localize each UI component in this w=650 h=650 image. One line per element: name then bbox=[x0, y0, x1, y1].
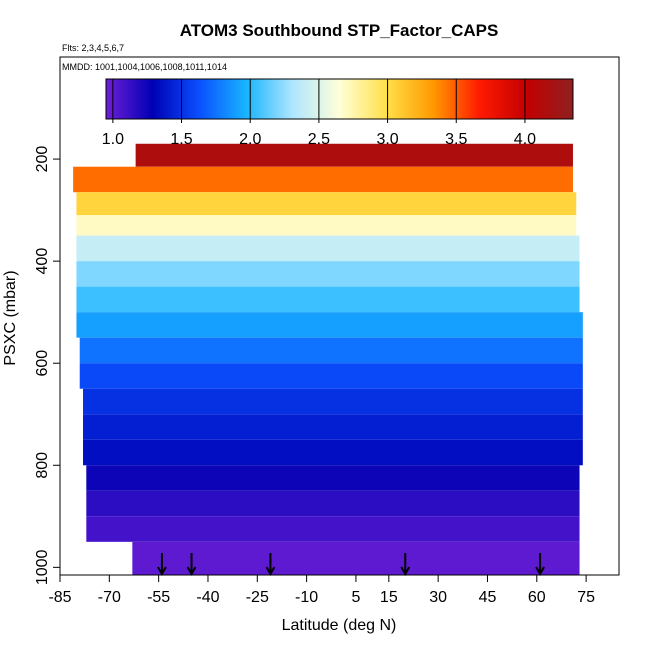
plot-frame bbox=[59, 56, 620, 576]
dates-label: MMDD: 1001,1004,1006,1008,1011,1014 bbox=[62, 62, 227, 72]
colorbar-tick-label: 2.5 bbox=[308, 131, 330, 148]
heatmap-layer bbox=[86, 490, 580, 517]
x-tick-label: 60 bbox=[528, 589, 546, 606]
x-axis-label: Latitude (deg N) bbox=[282, 617, 397, 634]
colorbar-tick-label: 1.0 bbox=[102, 131, 124, 148]
x-tick-label: -55 bbox=[147, 589, 170, 606]
profile-arrow bbox=[535, 553, 545, 577]
heatmap-layer bbox=[83, 388, 583, 415]
x-tick-label: 30 bbox=[429, 589, 447, 606]
flights-label: Flts: 2,3,4,5,6,7 bbox=[62, 43, 124, 53]
x-axis: -85 -70 -55 -40 -25 -10 5 15 30 45 60 75 bbox=[48, 575, 595, 606]
colorbar-tick-label: 3.5 bbox=[445, 131, 467, 148]
heatmap-layer bbox=[76, 286, 580, 313]
x-tick-label: -70 bbox=[98, 589, 121, 606]
profile-arrows bbox=[157, 553, 545, 577]
colorbar-tick-label: 4.0 bbox=[514, 131, 536, 148]
colorbar bbox=[105, 78, 574, 120]
chart-title: ATOM3 Southbound STP_Factor_CAPS bbox=[180, 21, 499, 40]
heatmap-layer bbox=[76, 215, 577, 236]
profile-arrow bbox=[265, 553, 276, 577]
profile-arrow bbox=[400, 553, 411, 577]
y-tick-label: 200 bbox=[34, 146, 51, 173]
heatmap-layer bbox=[73, 166, 573, 193]
y-axis-label: PSXC (mbar) bbox=[2, 270, 19, 365]
heatmap-layer bbox=[76, 312, 583, 338]
heatmap-layer bbox=[83, 414, 583, 440]
heatmap-layer bbox=[132, 541, 580, 575]
heatmap-layer bbox=[135, 143, 573, 167]
y-tick-label: 1000 bbox=[34, 549, 51, 585]
heatmap-layer bbox=[76, 261, 580, 287]
colorbar-tick-label: 3.0 bbox=[376, 131, 398, 148]
heatmap-layer bbox=[79, 337, 583, 364]
heatmap-layer bbox=[86, 465, 580, 491]
x-tick-label: -85 bbox=[48, 589, 71, 606]
x-tick-label: -10 bbox=[295, 589, 318, 606]
heatmap-layer bbox=[86, 516, 580, 542]
colorbar-tick-label: 1.5 bbox=[170, 131, 192, 148]
x-tick-label: 45 bbox=[479, 589, 497, 606]
x-tick-label: 75 bbox=[577, 589, 595, 606]
profile-arrow bbox=[186, 553, 197, 577]
x-tick-label: 15 bbox=[380, 589, 398, 606]
x-tick-label: 5 bbox=[351, 589, 360, 606]
heatmap-layers bbox=[73, 143, 583, 575]
heatmap-layer bbox=[76, 192, 577, 216]
y-axis: 200 400 600 800 1000 bbox=[34, 146, 60, 585]
profile-arrow bbox=[157, 553, 167, 577]
heatmap-layer bbox=[83, 439, 583, 466]
x-tick-label: -40 bbox=[196, 589, 219, 606]
heatmap-layer bbox=[76, 235, 580, 262]
heatmap-layer bbox=[79, 363, 583, 389]
y-tick-label: 400 bbox=[34, 248, 51, 275]
colorbar-ticks: 1.0 1.5 2.0 2.5 3.0 3.5 4.0 bbox=[102, 79, 536, 148]
x-tick-label: -25 bbox=[246, 589, 269, 606]
colorbar-tick-label: 2.0 bbox=[239, 131, 261, 148]
y-tick-label: 600 bbox=[34, 350, 51, 377]
y-tick-label: 800 bbox=[34, 452, 51, 479]
